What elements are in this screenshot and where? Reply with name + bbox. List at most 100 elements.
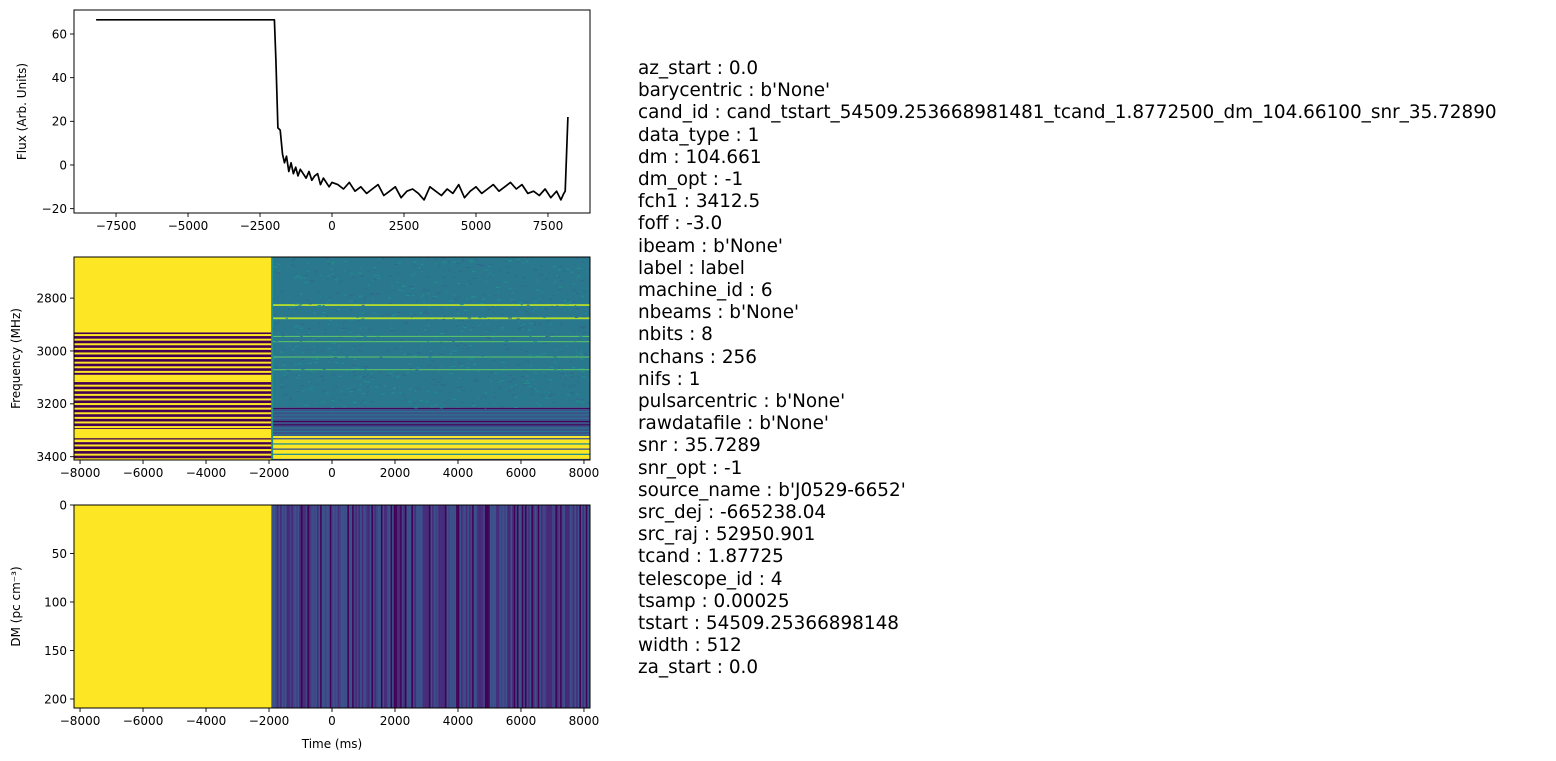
noise-speck bbox=[386, 350, 391, 352]
noise-speck bbox=[373, 339, 376, 341]
noise-speck bbox=[545, 397, 549, 399]
noise-speck bbox=[343, 260, 348, 262]
noise-speck bbox=[486, 376, 490, 378]
noise-speck bbox=[575, 355, 579, 357]
noise-speck bbox=[577, 272, 580, 274]
noise-speck bbox=[309, 338, 312, 340]
noise-speck bbox=[460, 378, 464, 380]
noise-speck bbox=[537, 322, 539, 324]
noise-speck bbox=[452, 365, 456, 367]
noise-speck bbox=[439, 390, 441, 392]
noise-speck bbox=[472, 327, 475, 329]
noise-speck bbox=[331, 273, 334, 275]
noise-speck bbox=[425, 401, 428, 403]
noise-speck bbox=[525, 377, 527, 379]
right-high-band bbox=[272, 436, 590, 460]
noise-speck bbox=[500, 314, 504, 316]
noise-speck bbox=[371, 378, 374, 380]
noise-speck bbox=[397, 262, 402, 264]
noise-speck bbox=[567, 399, 570, 401]
noise-speck bbox=[304, 275, 308, 277]
noise-speck bbox=[560, 306, 563, 308]
noise-speck bbox=[489, 371, 493, 373]
dm-column bbox=[540, 505, 543, 708]
noise-speck bbox=[438, 370, 440, 372]
noise-speck bbox=[554, 349, 557, 351]
dm-time-panel: −8000 −6000 −4000 −2000 0 2000 4000 6000 8000 0 5… bbox=[9, 498, 599, 751]
dm-column bbox=[326, 505, 329, 708]
noise-speck bbox=[525, 319, 529, 321]
noise-speck bbox=[533, 301, 537, 303]
noise-speck bbox=[572, 289, 576, 291]
noise-speck bbox=[331, 263, 334, 265]
noise-speck bbox=[541, 291, 543, 293]
dm-column bbox=[291, 505, 293, 708]
noise-speck bbox=[456, 283, 460, 285]
dm-y-label: DM (pc cm⁻³) bbox=[9, 566, 23, 646]
noise-speck bbox=[534, 355, 539, 357]
noise-speck bbox=[470, 401, 473, 403]
noise-speck bbox=[558, 269, 561, 271]
noise-speck bbox=[335, 292, 339, 294]
noise-speck bbox=[442, 384, 446, 386]
noise-speck bbox=[493, 360, 495, 362]
noise-speck bbox=[439, 291, 442, 293]
noise-speck bbox=[404, 323, 407, 325]
dm-column bbox=[348, 505, 351, 708]
noise-speck bbox=[452, 318, 455, 320]
y-tick-label: 3400 bbox=[36, 450, 67, 464]
noise-speck bbox=[533, 324, 537, 326]
noise-speck bbox=[388, 372, 393, 374]
noise-speck bbox=[326, 315, 328, 317]
noise-speck bbox=[315, 358, 318, 360]
noise-speck bbox=[317, 338, 320, 340]
noise-speck bbox=[334, 385, 337, 387]
noise-speck bbox=[547, 391, 550, 393]
noise-speck bbox=[468, 280, 471, 282]
y-tick-label: 3200 bbox=[36, 397, 67, 411]
noise-speck bbox=[581, 327, 585, 329]
noise-speck bbox=[569, 376, 574, 378]
noise-speck bbox=[357, 389, 362, 391]
noise-speck bbox=[554, 368, 557, 370]
noise-speck bbox=[402, 286, 405, 288]
noise-speck bbox=[485, 280, 488, 282]
noise-speck bbox=[423, 310, 428, 312]
noise-speck bbox=[373, 312, 376, 314]
noise-speck bbox=[396, 376, 399, 378]
dm-column bbox=[353, 505, 356, 708]
y-tick-label: 0 bbox=[59, 498, 67, 512]
noise-speck bbox=[361, 296, 363, 298]
noise-speck bbox=[443, 347, 446, 349]
noise-speck bbox=[558, 326, 562, 328]
dm-column bbox=[337, 505, 340, 708]
dm-column bbox=[566, 505, 569, 708]
noise-speck bbox=[301, 385, 304, 387]
noise-speck bbox=[365, 327, 367, 329]
noise-speck bbox=[536, 281, 539, 283]
dm-column bbox=[553, 505, 556, 708]
noise-speck bbox=[564, 310, 566, 312]
noise-speck bbox=[307, 349, 311, 351]
noise-speck bbox=[322, 390, 326, 392]
noise-speck bbox=[352, 346, 356, 348]
frequency-x-axis: −8000 −6000 −4000 −2000 0 2000 4000 6000 8000 bbox=[60, 460, 599, 480]
noise-speck bbox=[353, 359, 357, 361]
dm-column bbox=[480, 505, 482, 708]
noise-speck bbox=[493, 372, 498, 374]
noise-speck bbox=[425, 296, 427, 298]
noise-speck bbox=[457, 390, 461, 392]
noise-speck bbox=[391, 375, 394, 377]
noise-speck bbox=[563, 270, 566, 272]
noise-speck bbox=[423, 301, 425, 303]
dm-column bbox=[344, 505, 346, 708]
noise-speck bbox=[524, 285, 528, 287]
noise-speck bbox=[419, 400, 424, 402]
noise-speck bbox=[327, 275, 331, 277]
noise-speck bbox=[388, 297, 391, 299]
noise-speck bbox=[540, 265, 543, 267]
noise-speck bbox=[393, 314, 397, 316]
noise-speck bbox=[277, 270, 281, 272]
right-high-stripe bbox=[272, 438, 590, 440]
